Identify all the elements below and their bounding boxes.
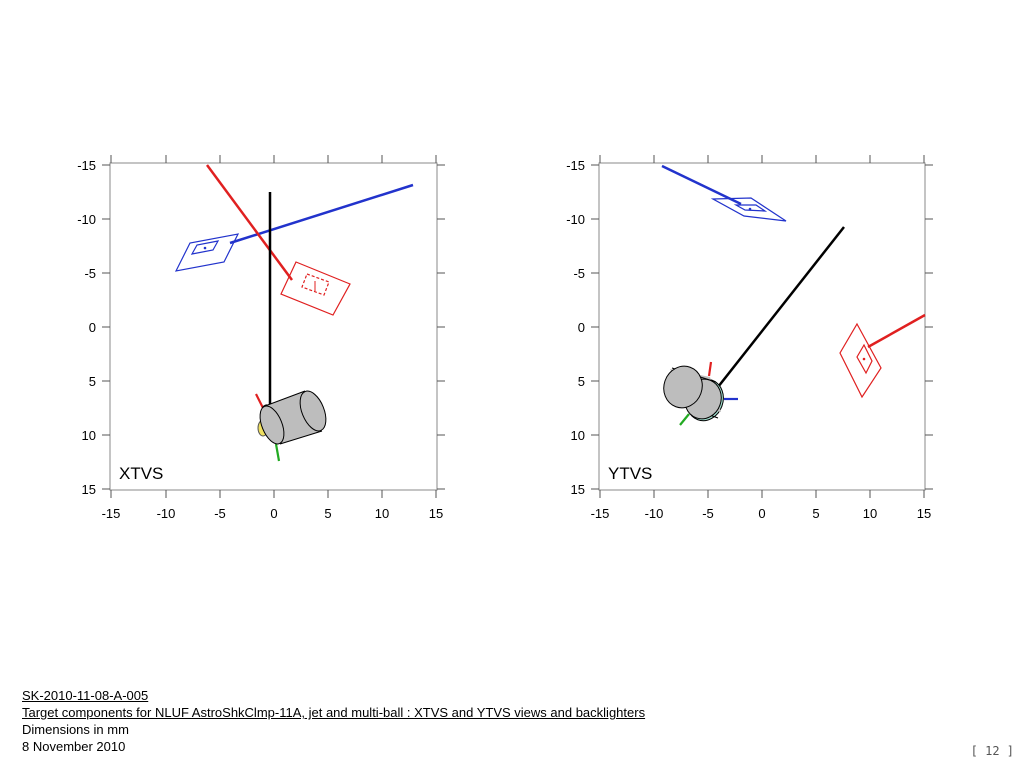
xtvs-x-tick-label: -15	[102, 506, 121, 521]
ytvs-y-tick-label: 5	[578, 374, 585, 389]
ytvs-x-tick-label: -15	[591, 506, 610, 521]
xtvs-target-cylinder	[259, 390, 327, 445]
ytvs-blue-backlighter	[710, 197, 787, 222]
xtvs-y-tick-label: -5	[84, 266, 96, 281]
xtvs-cylinder-end-cap	[299, 390, 327, 432]
ytvs-y-tick-label: 10	[571, 428, 585, 443]
ytvs-panel: -15 -10 -5 0 5 10 15 -15 -10 -5 0 5 10 1…	[566, 155, 933, 521]
ytvs-y-tick-label: -5	[573, 266, 585, 281]
xtvs-x-tick-label: -10	[157, 506, 176, 521]
xtvs-left-ticks	[102, 164, 110, 490]
ytvs-red-beam-line	[867, 313, 926, 349]
ytvs-x-tick-label: 10	[863, 506, 877, 521]
xtvs-blue-backlighter-inner	[190, 240, 220, 255]
xtvs-y-tick-label: -10	[77, 212, 96, 227]
page-number: [ 12 ]	[970, 744, 1014, 758]
ytvs-x-tick-label: 15	[917, 506, 931, 521]
ytvs-jet-line	[717, 226, 845, 388]
xtvs-blue-backlighter	[174, 233, 240, 272]
xtvs-red-stub	[255, 393, 264, 409]
ytvs-red-stub	[707, 361, 713, 377]
ytvs-cylinder-end-cap	[663, 365, 703, 409]
xtvs-panel: -15 -10 -5 0 5 10 15 -15 -10 -5 0 5 10 1…	[77, 155, 445, 521]
xtvs-red-beam-line	[205, 164, 294, 281]
ytvs-left-ticks	[591, 164, 599, 490]
drawing-title: Target components for NLUF AstroShkClmp-…	[22, 705, 646, 720]
ytvs-red-backlighter	[839, 322, 882, 399]
ytvs-x-tick-label: -5	[702, 506, 714, 521]
ytvs-y-tick-label: 15	[571, 482, 585, 497]
xtvs-y-tick-label: -15	[77, 158, 96, 173]
ytvs-blue-backlighter-inner	[733, 204, 768, 212]
xtvs-x-tick-label: 5	[324, 506, 331, 521]
ytvs-red-backlighter-dot	[862, 357, 866, 361]
xtvs-x-tick-label: 10	[375, 506, 389, 521]
ytvs-x-tick-label: 0	[758, 506, 765, 521]
drawing-id: SK-2010-11-08-A-005	[22, 688, 149, 703]
ytvs-blue-backlighter-dot	[748, 207, 752, 211]
xtvs-green-stub	[274, 443, 281, 462]
xtvs-view-label: XTVS	[119, 464, 163, 483]
ytvs-red-backlighter-inner	[856, 343, 873, 375]
xtvs-y-tick-label: 5	[89, 374, 96, 389]
ytvs-y-tick-label: -10	[566, 212, 585, 227]
xtvs-x-tick-label: 15	[429, 506, 443, 521]
xtvs-y-tick-label: 10	[82, 428, 96, 443]
xtvs-red-backlighter-inner	[301, 273, 330, 296]
xtvs-y-tick-label: 15	[82, 482, 96, 497]
ytvs-blue-beam-line	[661, 164, 742, 206]
xtvs-blue-backlighter-dot	[203, 246, 207, 250]
xtvs-y-tick-label: 0	[89, 320, 96, 335]
xtvs-x-tick-label: -5	[214, 506, 226, 521]
ytvs-bottom-ticks	[599, 490, 925, 498]
xtvs-blue-beam-line	[229, 183, 414, 245]
ytvs-frame	[598, 162, 926, 491]
xtvs-top-ticks	[110, 155, 437, 163]
ytvs-target-cylinder	[663, 365, 724, 422]
xtvs-bottom-ticks	[110, 490, 437, 498]
ytvs-y-tick-label: -15	[566, 158, 585, 173]
xtvs-right-ticks	[437, 164, 445, 490]
ytvs-y-tick-label: 0	[578, 320, 585, 335]
xtvs-x-tick-label: 0	[270, 506, 277, 521]
drawing-caption: SK-2010-11-08-A-005 Target components fo…	[22, 687, 645, 755]
ytvs-view-label: YTVS	[608, 464, 652, 483]
ytvs-green-stub	[679, 413, 690, 426]
units-note: Dimensions in mm	[22, 722, 129, 737]
ytvs-right-ticks	[925, 164, 933, 490]
ytvs-x-tick-label: 5	[812, 506, 819, 521]
ytvs-x-tick-label: -10	[645, 506, 664, 521]
xtvs-red-backlighter	[280, 261, 351, 316]
ytvs-top-ticks	[599, 155, 925, 163]
drawing-date: 8 November 2010	[22, 739, 126, 754]
